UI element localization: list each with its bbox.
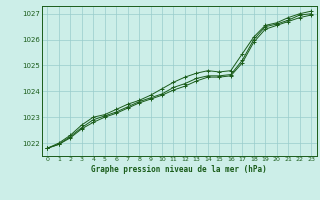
X-axis label: Graphe pression niveau de la mer (hPa): Graphe pression niveau de la mer (hPa): [91, 165, 267, 174]
